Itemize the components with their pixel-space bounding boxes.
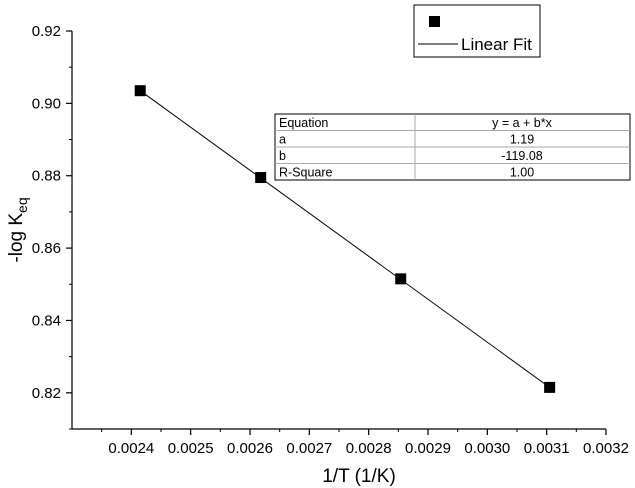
- fit-table-value-a: 1.19: [510, 133, 534, 147]
- x-axis-title: 1/T (1/K): [322, 466, 396, 487]
- x-tick-label: 0.0029: [405, 440, 451, 457]
- fit-line: [139, 90, 550, 388]
- y-tick-label: 0.88: [32, 168, 61, 185]
- legend: Linear Fit: [413, 4, 541, 58]
- legend-box: [413, 4, 541, 58]
- data-point: [134, 85, 146, 97]
- y-tick-label: 0.86: [32, 240, 61, 257]
- legend-entry-label: Linear Fit: [461, 35, 532, 54]
- y-tick-label: 0.84: [32, 312, 61, 329]
- x-tick-label: 0.0031: [524, 440, 570, 457]
- fit-table-value-r-square: 1.00: [510, 166, 534, 180]
- fit-table-value-equation: y = a + b*x: [492, 116, 553, 130]
- data-point: [395, 273, 407, 285]
- x-tick-label: 0.0026: [227, 440, 273, 457]
- fit-table: Equation y = a + b*x a 1.19 b -119.08 R-…: [274, 113, 631, 181]
- data-point: [544, 381, 556, 393]
- x-tick-label: 0.0027: [286, 440, 332, 457]
- y-axis-title: -log Keq: [6, 197, 30, 262]
- y-tick-label: 0.92: [32, 23, 61, 40]
- fit-table-value-b: -119.08: [501, 149, 543, 163]
- fit-table-label-equation: Equation: [279, 116, 328, 130]
- y-tick-label: 0.82: [32, 385, 61, 402]
- data-point: [255, 172, 267, 184]
- fit-table-label-a: a: [279, 133, 286, 147]
- x-tick-label: 0.0032: [583, 440, 629, 457]
- x-tick-label: 0.0024: [108, 440, 154, 457]
- plot-area: 0.0024 0.0025 0.0026 0.0027 0.0028 0.0029 0.00…: [32, 23, 629, 457]
- x-tick-label: 0.0030: [464, 440, 510, 457]
- y-axis-title-base: -log K: [6, 213, 27, 263]
- legend-square-marker: [429, 16, 440, 27]
- y-tick-label: 0.90: [32, 95, 61, 112]
- y-axis-title-subscript: eq: [14, 197, 30, 213]
- x-tick-label: 0.0028: [346, 440, 392, 457]
- fit-table-label-b: b: [279, 149, 286, 163]
- x-tick-label: 0.0025: [168, 440, 214, 457]
- fit-table-label-r-square: R-Square: [279, 166, 333, 180]
